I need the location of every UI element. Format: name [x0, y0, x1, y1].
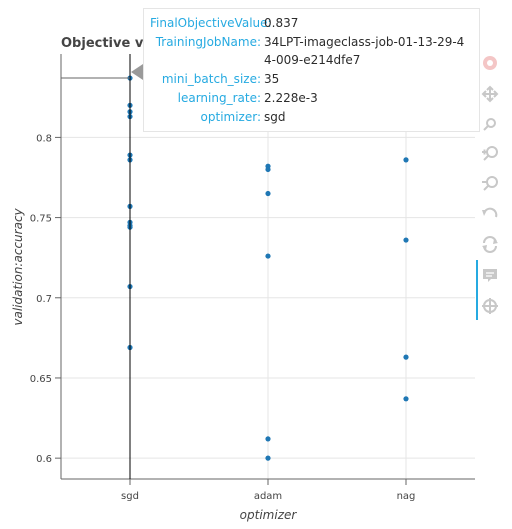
toolbar	[476, 56, 499, 320]
pan-icon[interactable]	[481, 85, 499, 103]
tooltip-row: FinalObjectiveValue: 0.837	[150, 14, 471, 32]
data-point[interactable]	[265, 190, 271, 197]
tooltip-value: sgd	[264, 110, 286, 124]
tooltip-row: TrainingJobName: 34LPT-imageclass-job-01…	[150, 33, 471, 69]
data-point[interactable]	[265, 455, 271, 461]
tooltip-value: 0.837	[264, 16, 299, 30]
data-point[interactable]	[403, 157, 409, 163]
tooltip-value: 2.228e-3	[264, 91, 318, 105]
hover-tooltip: FinalObjectiveValue: 0.837 TrainingJobNa…	[143, 8, 480, 132]
y-ticks: 0.6 0.65 0.7 0.75 0.8	[30, 133, 61, 465]
y-tick-label: 0.8	[36, 133, 52, 144]
tooltip-key: FinalObjectiveValue:	[150, 16, 272, 30]
tooltip-key: optimizer:	[200, 110, 261, 124]
x-tick-label: sgd	[121, 491, 139, 502]
tooltip-value: 35	[264, 72, 280, 86]
tooltip-arrow	[131, 64, 143, 80]
x-ticks: sgd adam nag	[121, 479, 415, 502]
zoom-out-icon[interactable]	[482, 176, 498, 191]
active-tool-indicator	[476, 260, 478, 320]
x-tick-label: nag	[397, 491, 416, 502]
reset-icon[interactable]	[482, 236, 498, 253]
data-point[interactable]	[265, 253, 271, 259]
bokeh-logo-icon[interactable]	[483, 56, 497, 70]
chart-title: Objective vs	[61, 36, 151, 51]
y-axis-label: validation:accuracy	[11, 207, 25, 325]
tooltip-value: 34LPT-imageclass-job-01-13-29-44-009-e21…	[264, 35, 465, 67]
tooltip-key: TrainingJobName:	[155, 35, 261, 49]
data-point[interactable]	[265, 436, 271, 442]
x-tick-label: adam	[254, 491, 282, 502]
data-point[interactable]	[403, 396, 409, 402]
data-point[interactable]	[265, 166, 271, 173]
tooltip-row: optimizer: sgd	[150, 108, 471, 126]
y-tick-label: 0.65	[30, 374, 52, 385]
undo-icon[interactable]	[482, 207, 498, 218]
y-tick-label: 0.7	[36, 294, 52, 305]
y-tick-label: 0.75	[30, 214, 52, 225]
tooltip-key: mini_batch_size:	[161, 72, 261, 86]
crosshair-icon[interactable]	[482, 298, 498, 314]
x-axis-label: optimizer	[240, 508, 298, 522]
tooltip-key: learning_rate:	[177, 91, 261, 105]
box-zoom-icon[interactable]	[483, 118, 496, 131]
y-tick-label: 0.6	[36, 454, 52, 465]
crosshair	[61, 54, 131, 479]
tooltip-row: mini_batch_size: 35	[150, 70, 471, 88]
zoom-in-icon[interactable]	[482, 146, 498, 161]
tooltip-row: learning_rate: 2.228e-3	[150, 89, 471, 107]
hover-icon[interactable]	[483, 269, 497, 282]
data-point[interactable]	[403, 237, 409, 243]
data-point[interactable]	[403, 354, 409, 360]
